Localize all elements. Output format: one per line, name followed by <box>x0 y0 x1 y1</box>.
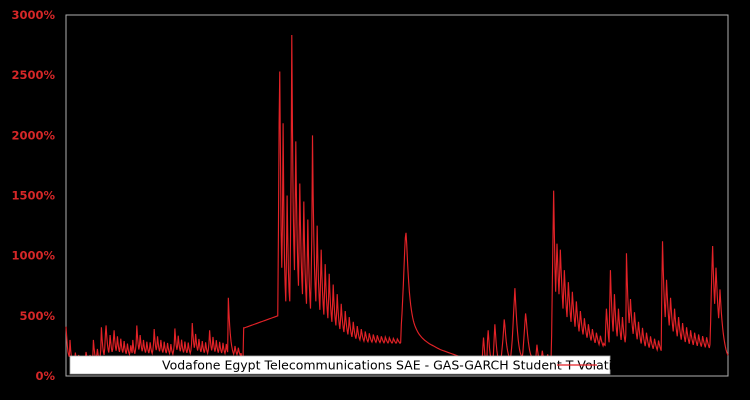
y-tick-label: 500% <box>19 309 55 323</box>
y-tick-label: 1500% <box>11 189 55 203</box>
y-tick-label: 2500% <box>11 68 55 82</box>
y-tick-label: 0% <box>35 369 55 383</box>
chart-legend[interactable]: Vodafone Egypt Telecommunications SAE - … <box>69 355 632 375</box>
legend-box <box>69 355 611 375</box>
series-line-0 <box>65 34 729 365</box>
y-tick-label: 1000% <box>11 249 55 263</box>
plot-frame <box>65 14 729 377</box>
y-tick-label: 3000% <box>11 8 55 22</box>
y-axis-tick-labels: 0% 500% 1000% 1500% 2000% 2500% 3000% <box>11 8 55 383</box>
legend-label: Vodafone Egypt Telecommunications SAE - … <box>162 358 632 373</box>
y-tick-label: 2000% <box>11 128 55 142</box>
series-group <box>65 34 729 365</box>
axis-spines <box>65 14 729 377</box>
